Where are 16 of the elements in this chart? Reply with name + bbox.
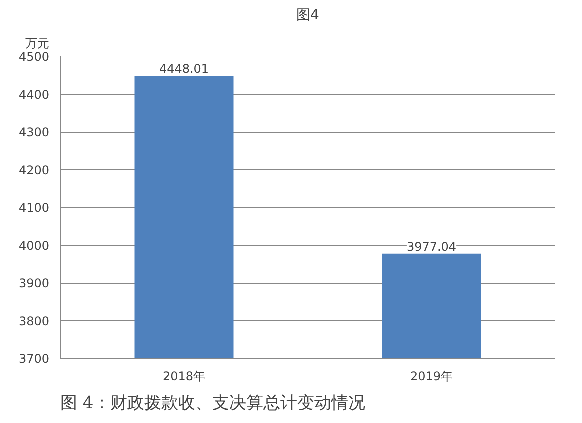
data-label: 4448.01 [159, 62, 210, 76]
y-tick-label: 4100 [18, 201, 50, 215]
data-label: 3977.04 [406, 240, 457, 254]
y-tick-label: 4000 [18, 238, 50, 253]
x-tick-label: 2018年 [162, 370, 206, 384]
chart-title: 图4 [296, 8, 320, 24]
y-tick-label: 3900 [18, 276, 50, 290]
y-tick-label: 4300 [18, 126, 50, 140]
y-tick-label: 4200 [18, 163, 50, 178]
y-tick-label: 3700 [18, 352, 50, 366]
y-tick-label: 4500 [18, 50, 50, 64]
y-tick-label: 4400 [18, 88, 50, 102]
y-axis-title: 万元 [26, 36, 50, 50]
y-tick-label: 3800 [18, 314, 50, 328]
x-tick-label: 2019年 [410, 370, 454, 384]
caption: 图 4：财政拨款收、支决算总计变动情况 [60, 394, 366, 414]
